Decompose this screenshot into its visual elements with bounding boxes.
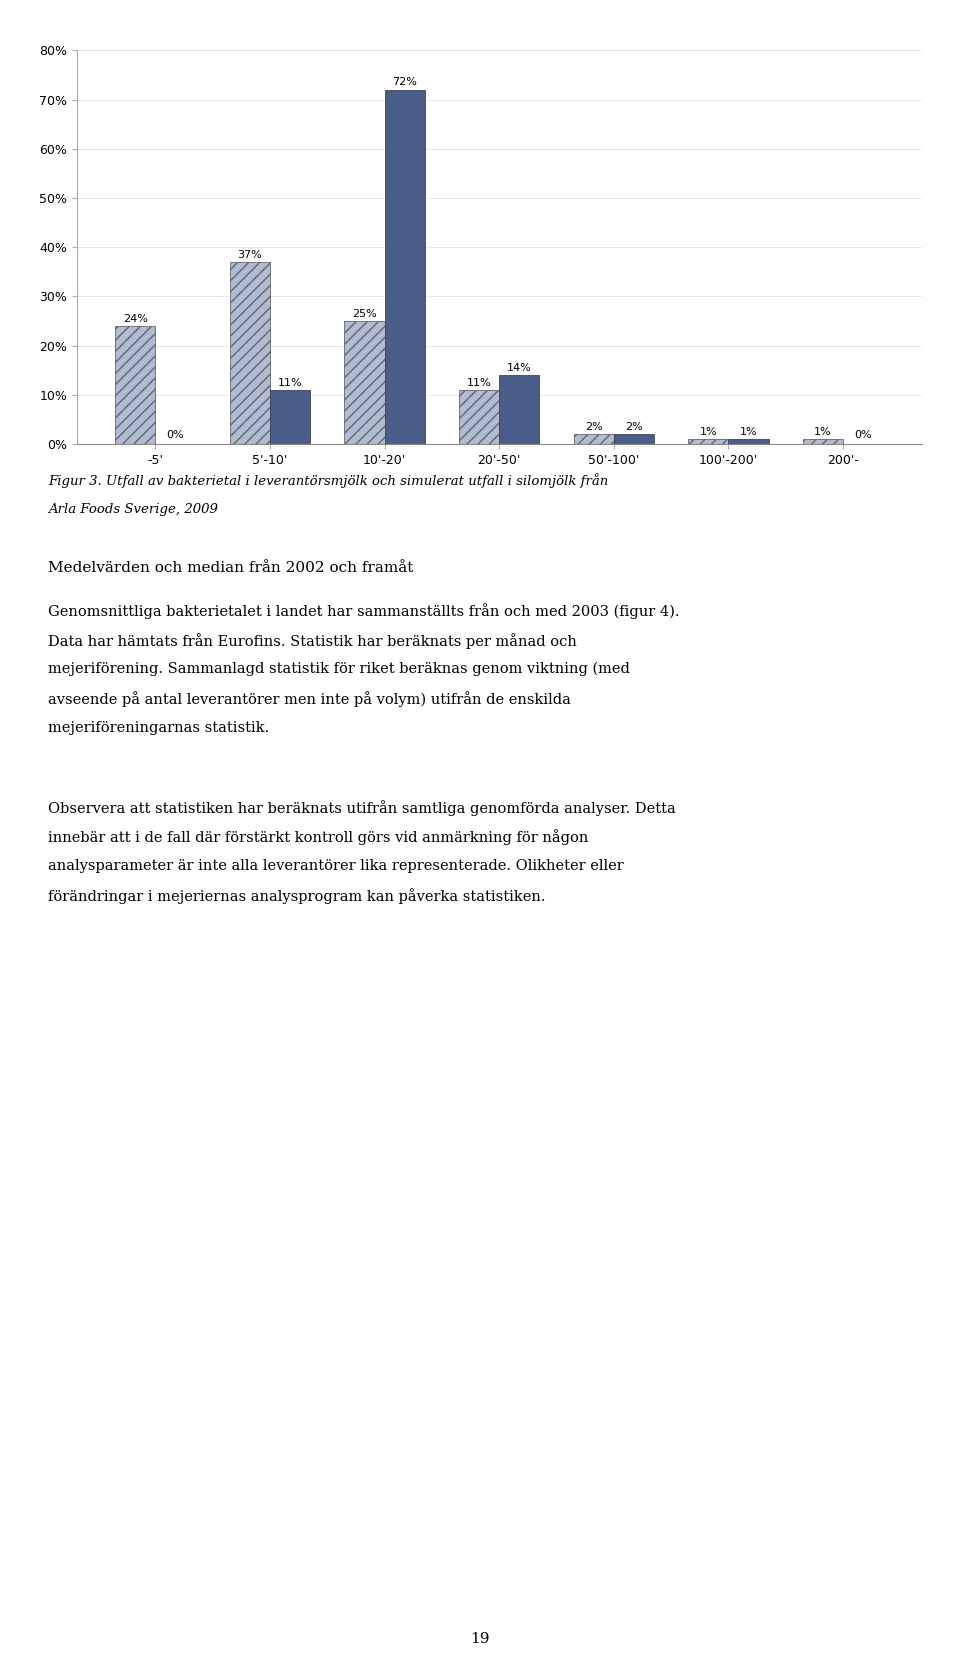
Bar bbox=[803, 439, 843, 444]
Text: 2%: 2% bbox=[625, 422, 643, 432]
Text: 0%: 0% bbox=[854, 431, 872, 441]
Text: Observera att statistiken har beräknats utifrån samtliga genomförda analyser. De: Observera att statistiken har beräknats … bbox=[48, 801, 676, 816]
Text: Arla Foods Sverige, 2009: Arla Foods Sverige, 2009 bbox=[48, 503, 218, 516]
Text: 72%: 72% bbox=[393, 77, 417, 87]
Text: 25%: 25% bbox=[352, 308, 377, 318]
Text: 1%: 1% bbox=[814, 427, 831, 437]
Text: 0%: 0% bbox=[167, 431, 184, 441]
Text: avseende på antal leverantörer men inte på volym) utifrån de enskilda: avseende på antal leverantörer men inte … bbox=[48, 691, 571, 707]
Bar bbox=[385, 89, 424, 444]
Text: 1%: 1% bbox=[740, 427, 757, 437]
Bar bbox=[345, 322, 385, 444]
Text: 37%: 37% bbox=[237, 250, 262, 260]
Bar bbox=[688, 439, 729, 444]
Bar bbox=[115, 325, 156, 444]
Bar bbox=[574, 434, 613, 444]
Text: 1%: 1% bbox=[700, 427, 717, 437]
Bar bbox=[459, 391, 499, 444]
Text: 24%: 24% bbox=[123, 313, 148, 323]
Bar bbox=[729, 439, 769, 444]
Text: Data har hämtats från Eurofins. Statistik har beräknats per månad och: Data har hämtats från Eurofins. Statisti… bbox=[48, 632, 577, 649]
Text: 2%: 2% bbox=[585, 422, 603, 432]
Text: Figur 3. Utfall av bakterietal i leverantörsmjölk och simulerat utfall i silomjö: Figur 3. Utfall av bakterietal i leveran… bbox=[48, 473, 609, 488]
Bar bbox=[499, 375, 540, 444]
Text: analysparameter är inte alla leverantörer lika representerade. Olikheter eller: analysparameter är inte alla leverantöre… bbox=[48, 860, 624, 873]
Text: 11%: 11% bbox=[277, 377, 302, 387]
Text: 14%: 14% bbox=[507, 362, 532, 372]
Bar bbox=[229, 261, 270, 444]
Text: innebär att i de fall där förstärkt kontroll görs vid anmärkning för någon: innebär att i de fall där förstärkt kont… bbox=[48, 830, 588, 845]
Text: 11%: 11% bbox=[467, 377, 492, 387]
Bar bbox=[613, 434, 654, 444]
Text: mejeriföreningarnas statistik.: mejeriföreningarnas statistik. bbox=[48, 721, 269, 734]
Text: förändringar i mejeriernas analysprogram kan påverka statistiken.: förändringar i mejeriernas analysprogram… bbox=[48, 888, 545, 903]
Text: Medelvärden och median från 2002 och framåt: Medelvärden och median från 2002 och fra… bbox=[48, 561, 414, 575]
Text: mejeriförening. Sammanlagd statistik för riket beräknas genom viktning (med: mejeriförening. Sammanlagd statistik för… bbox=[48, 662, 630, 677]
Text: Genomsnittliga bakterietalet i landet har sammanställts från och med 2003 (figur: Genomsnittliga bakterietalet i landet ha… bbox=[48, 603, 680, 618]
Bar bbox=[270, 391, 310, 444]
Text: 19: 19 bbox=[470, 1632, 490, 1646]
